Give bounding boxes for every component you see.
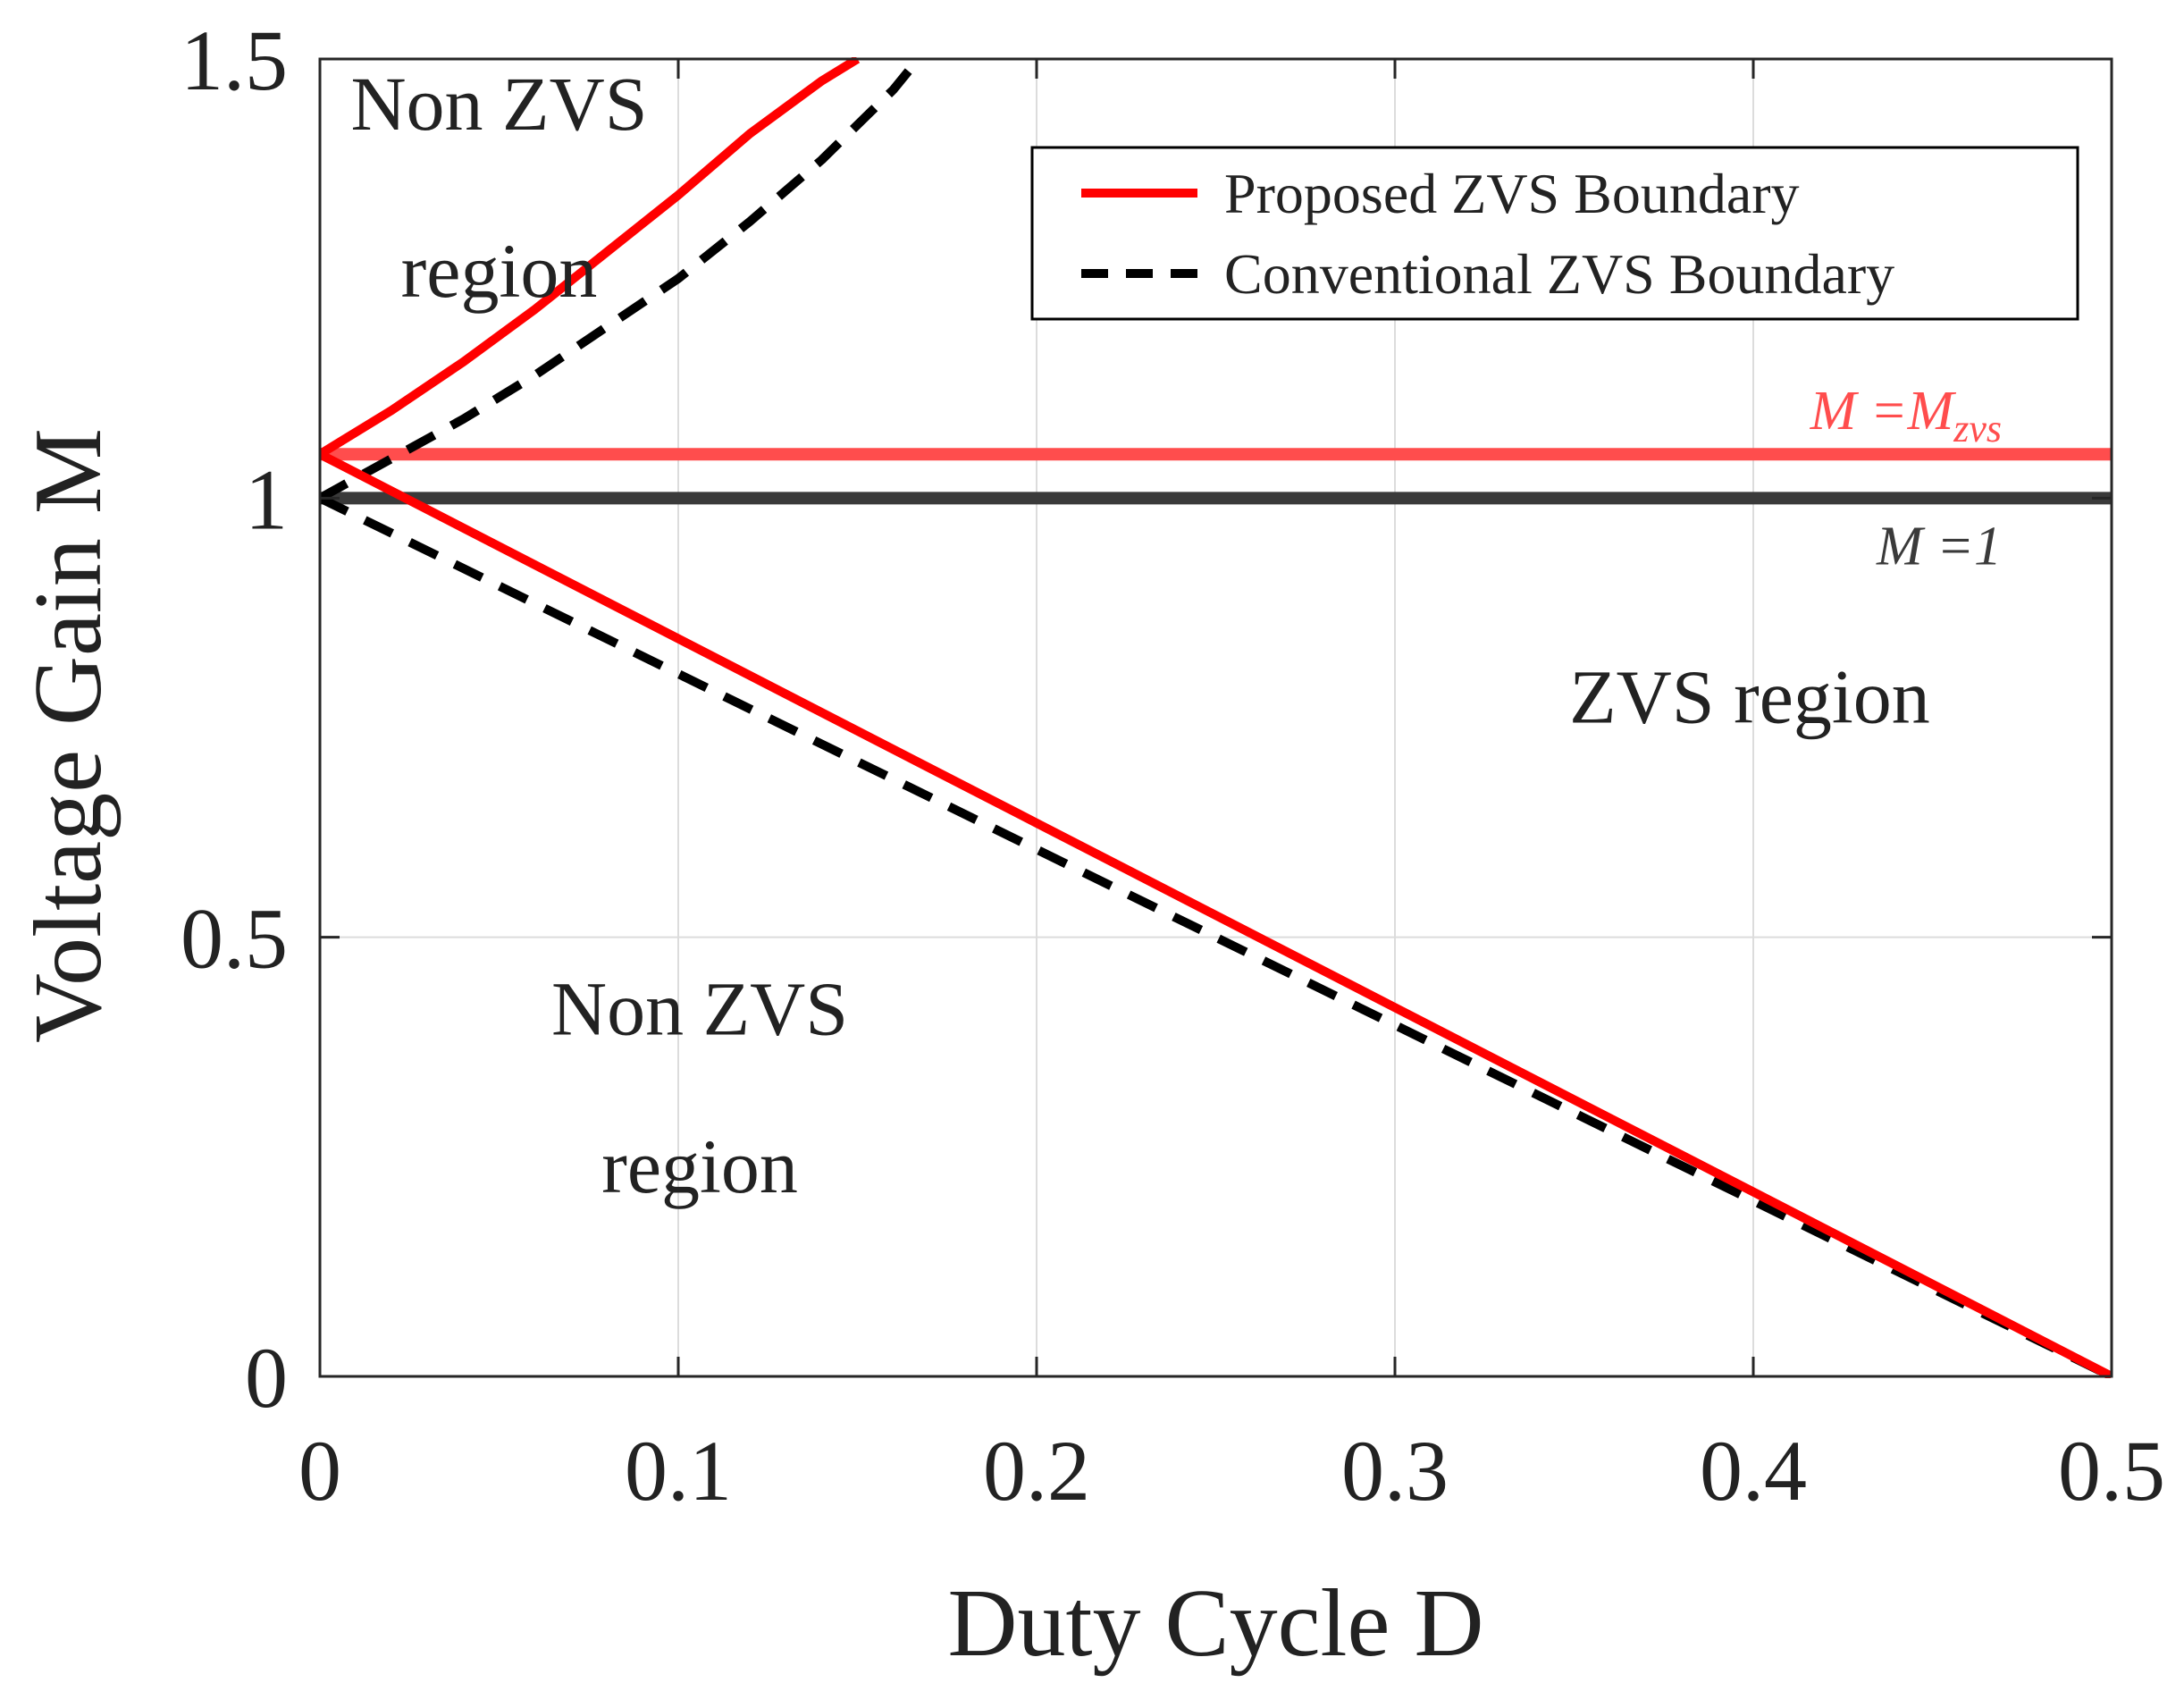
x-tick-label: 0 bbox=[298, 1423, 341, 1519]
legend-label: Conventional ZVS Boundary bbox=[1224, 242, 1894, 306]
y-tick-label: 0 bbox=[245, 1330, 288, 1426]
region-annotation: Non ZVS bbox=[551, 965, 848, 1051]
reference-line-label: M =Mzvs bbox=[1810, 381, 2002, 450]
x-axis-label: Duty Cycle D bbox=[948, 1570, 1484, 1677]
annotations: Non ZVS region Non ZVS region ZVS region bbox=[350, 61, 1929, 1209]
legend: Proposed ZVS Boundary Conventional ZVS Bo… bbox=[1030, 146, 2079, 321]
proposed-boundary-line bbox=[320, 450, 2112, 1378]
region-annotation: ZVS region bbox=[1569, 653, 1930, 739]
x-tick-label: 0.1 bbox=[625, 1423, 732, 1519]
y-tick-label: 1.5 bbox=[181, 13, 288, 108]
y-axis-label: Voltage Gain M bbox=[15, 428, 122, 1043]
reference-label-main: M =M bbox=[1810, 381, 1957, 442]
x-tick-label: 0.5 bbox=[2058, 1423, 2165, 1519]
reference-label-subscript: zvs bbox=[1953, 407, 2002, 450]
proposed-boundary-line bbox=[320, 57, 861, 459]
x-tick-label: 0.3 bbox=[1341, 1423, 1449, 1519]
y-tick-label: 1 bbox=[245, 451, 288, 547]
legend-box bbox=[1030, 146, 2079, 321]
conventional-boundary-line bbox=[320, 57, 922, 502]
legend-label: Proposed ZVS Boundary bbox=[1224, 162, 1800, 225]
series-clip-group bbox=[320, 57, 2112, 1378]
ticks: 0 0.1 0.2 0.3 0.4 0.5 0 0.5 1 1.5 bbox=[181, 13, 2165, 1519]
y-tick-label: 0.5 bbox=[181, 891, 288, 987]
conventional-boundary-line bbox=[320, 493, 2112, 1378]
x-tick-label: 0.4 bbox=[1700, 1423, 1807, 1519]
region-annotation: Non ZVS bbox=[350, 61, 647, 147]
plot-frame bbox=[318, 57, 2113, 1378]
reference-line-label: M =1 bbox=[1876, 516, 2002, 576]
x-tick-label: 0.2 bbox=[983, 1423, 1090, 1519]
reference-lines: M =Mzvs M =1 bbox=[320, 381, 2112, 576]
region-annotation: region bbox=[401, 228, 598, 314]
series-lines bbox=[320, 57, 2112, 1378]
region-annotation: region bbox=[601, 1123, 798, 1209]
reference-label-main: M =1 bbox=[1876, 516, 2002, 576]
